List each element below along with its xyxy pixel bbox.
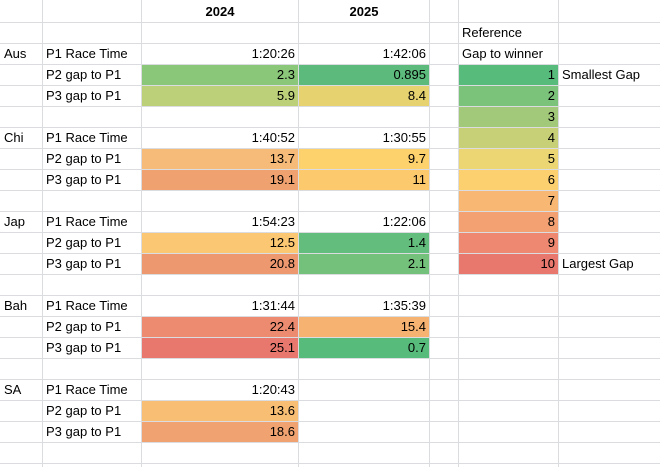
row-gridline <box>0 106 660 107</box>
row-gridline <box>0 64 660 65</box>
country-label[interactable]: Jap <box>4 214 25 229</box>
row-gridline <box>0 358 660 359</box>
value-2025-cell[interactable]: 0.7 <box>299 338 429 358</box>
row-gridline <box>0 442 660 443</box>
value-2025-cell[interactable] <box>299 380 429 400</box>
row-label[interactable]: P2 gap to P1 <box>46 151 122 166</box>
row-gridline <box>0 421 660 422</box>
row-gridline <box>0 148 660 149</box>
row-gridline <box>0 337 660 338</box>
column-gridline <box>429 0 430 467</box>
row-gridline <box>0 274 660 275</box>
country-label[interactable]: Chi <box>4 130 24 145</box>
value-2024-cell[interactable]: 13.7 <box>142 149 298 169</box>
year-2025-header[interactable]: 2025 <box>349 4 379 19</box>
reference-scale-cell[interactable]: 10 <box>459 254 558 274</box>
value-2025-cell[interactable]: 1:42:06 <box>382 46 426 61</box>
row-label[interactable]: P3 gap to P1 <box>46 340 122 355</box>
reference-scale-cell[interactable]: 4 <box>459 128 558 148</box>
value-2024-cell[interactable]: 2.3 <box>142 65 298 85</box>
value-2024-cell[interactable]: 12.5 <box>142 233 298 253</box>
reference-scale-cell[interactable]: 6 <box>459 170 558 190</box>
row-label[interactable]: P1 Race Time <box>46 130 128 145</box>
value-2025-cell[interactable] <box>299 422 429 442</box>
value-2024-cell[interactable]: 18.6 <box>142 422 298 442</box>
column-gridline <box>141 0 142 467</box>
value-2024-cell[interactable]: 13.6 <box>142 401 298 421</box>
value-2024-cell[interactable]: 1:54:23 <box>251 214 295 229</box>
row-label[interactable]: P1 Race Time <box>46 46 128 61</box>
column-gridline <box>458 0 459 467</box>
column-gridline <box>42 0 43 467</box>
value-2025-cell[interactable]: 2.1 <box>299 254 429 274</box>
row-label[interactable]: P2 gap to P1 <box>46 235 122 250</box>
value-2024-cell[interactable]: 19.1 <box>142 170 298 190</box>
row-label[interactable]: P3 gap to P1 <box>46 172 122 187</box>
row-gridline <box>0 400 660 401</box>
reference-scale-cell[interactable]: 7 <box>459 191 558 211</box>
value-2025-cell[interactable]: 15.4 <box>299 317 429 337</box>
value-2024-cell[interactable]: 1:20:43 <box>251 382 295 397</box>
reference-scale-cell[interactable]: 3 <box>459 107 558 127</box>
row-label[interactable]: P3 gap to P1 <box>46 256 122 271</box>
row-gridline <box>0 43 660 44</box>
year-2024-header[interactable]: 2024 <box>205 4 235 19</box>
row-label[interactable]: P3 gap to P1 <box>46 424 122 439</box>
row-label[interactable]: P3 gap to P1 <box>46 88 122 103</box>
row-label[interactable]: P2 gap to P1 <box>46 67 122 82</box>
column-gridline <box>298 0 299 467</box>
row-gridline <box>0 295 660 296</box>
country-label[interactable]: SA <box>4 382 22 397</box>
column-gridline <box>558 0 559 467</box>
value-2025-cell[interactable]: 1:30:55 <box>382 130 426 145</box>
value-2024-cell[interactable]: 5.9 <box>142 86 298 106</box>
row-gridline <box>0 169 660 170</box>
value-2024-cell[interactable]: 20.8 <box>142 254 298 274</box>
row-label[interactable]: P2 gap to P1 <box>46 319 122 334</box>
value-2025-cell[interactable]: 0.895 <box>299 65 429 85</box>
row-gridline <box>0 316 660 317</box>
row-gridline <box>0 22 660 23</box>
row-gridline <box>0 127 660 128</box>
row-gridline <box>0 232 660 233</box>
row-label[interactable]: P1 Race Time <box>46 382 128 397</box>
row-gridline <box>0 379 660 380</box>
reference-scale-cell[interactable]: 8 <box>459 212 558 232</box>
value-2025-cell[interactable] <box>299 401 429 421</box>
row-gridline <box>0 253 660 254</box>
reference-scale-cell[interactable]: 2 <box>459 86 558 106</box>
value-2024-cell[interactable]: 1:40:52 <box>251 130 295 145</box>
value-2025-cell[interactable]: 1:22:06 <box>382 214 426 229</box>
value-2024-cell[interactable]: 1:20:26 <box>251 46 295 61</box>
value-2025-cell[interactable]: 1:35:39 <box>382 298 426 313</box>
reference-scale-note[interactable]: Smallest Gap <box>562 67 641 82</box>
reference-scale-note[interactable]: Largest Gap <box>562 256 634 271</box>
value-2025-cell[interactable]: 8.4 <box>299 86 429 106</box>
value-2025-cell[interactable]: 11 <box>299 170 429 190</box>
row-gridline <box>0 85 660 86</box>
reference-title[interactable]: Reference <box>462 25 522 40</box>
value-2025-cell[interactable]: 1.4 <box>299 233 429 253</box>
reference-scale-cell[interactable]: 9 <box>459 233 558 253</box>
row-label[interactable]: P2 gap to P1 <box>46 403 122 418</box>
row-label[interactable]: P1 Race Time <box>46 298 128 313</box>
value-2024-cell[interactable]: 25.1 <box>142 338 298 358</box>
value-2025-cell[interactable]: 9.7 <box>299 149 429 169</box>
row-label[interactable]: P1 Race Time <box>46 214 128 229</box>
value-2024-cell[interactable]: 1:31:44 <box>251 298 295 313</box>
reference-scale-cell[interactable]: 1 <box>459 65 558 85</box>
row-gridline <box>0 190 660 191</box>
reference-scale-cell[interactable]: 5 <box>459 149 558 169</box>
value-2024-cell[interactable]: 22.4 <box>142 317 298 337</box>
country-label[interactable]: Bah <box>4 298 28 313</box>
row-gridline <box>0 211 660 212</box>
reference-subtitle[interactable]: Gap to winner <box>462 46 543 61</box>
row-gridline <box>0 463 660 464</box>
country-label[interactable]: Aus <box>4 46 27 61</box>
